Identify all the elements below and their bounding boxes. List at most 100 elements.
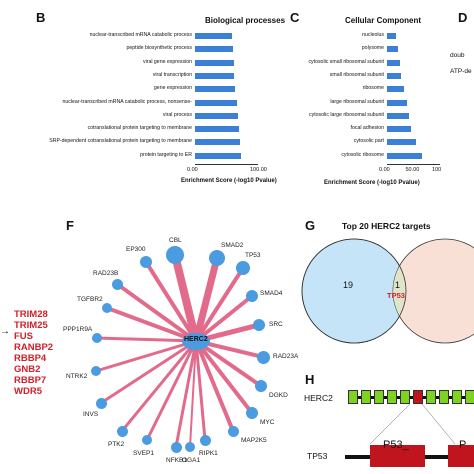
gene-node <box>166 246 184 264</box>
gene-label: MYC <box>260 419 275 426</box>
x-tick-label: 100.00 <box>250 167 267 173</box>
network-edge <box>194 339 254 415</box>
panel-d-text-1: doub <box>450 52 465 59</box>
red-gene-label: RBBP7 <box>14 375 47 386</box>
gene-label: SMAD2 <box>221 242 244 249</box>
gene-node <box>116 425 128 437</box>
herc2-track-label: HERC2 <box>304 393 333 403</box>
bar <box>387 33 396 39</box>
gene-label: NFKB1 <box>166 457 187 464</box>
bar <box>387 126 412 133</box>
arrow-icon: → <box>0 326 10 337</box>
category-label: viral gene expression <box>142 58 192 65</box>
bar <box>195 152 241 159</box>
venn-diagram <box>301 238 474 344</box>
venn-left-count: 19 <box>343 280 354 290</box>
venn-circle-right <box>392 238 474 344</box>
gene-node <box>91 366 101 376</box>
category-label: gene expression <box>153 85 192 92</box>
red-gene-list: TRIM28 TRIM25 FUS RANBP2 RBBP4 GNB2 RBBP7 WDR5 <box>14 309 53 397</box>
gene-label: TGFBR2 <box>77 296 103 303</box>
herc2-binding-domain <box>413 390 423 404</box>
network-edge <box>174 340 198 448</box>
gene-node <box>256 350 270 364</box>
gene-node <box>246 407 258 419</box>
herc2-network: CBL SMAD2 EP300 TP53 RAD23B SMAD4 TGFBR2 SRC PPP… <box>63 237 298 464</box>
bar <box>195 99 237 106</box>
gene-label: RIPK1 <box>199 450 218 457</box>
gene-label: OGA1 <box>182 457 201 464</box>
panel-b-letter: B <box>36 10 46 25</box>
gene-node <box>255 380 267 392</box>
network-edge <box>145 340 198 441</box>
network-edge <box>194 339 263 388</box>
red-gene-label: TRIM25 <box>14 320 48 331</box>
gene-node <box>111 278 123 290</box>
herc2-repeat-domain <box>452 390 462 404</box>
panel-b-title: Biological processes <box>205 16 286 25</box>
herc2-repeat-domain <box>400 390 410 404</box>
bar <box>195 112 238 119</box>
panel-g-letter: G <box>305 218 316 233</box>
gene-node <box>170 441 182 453</box>
panel-h-letter: H <box>305 372 315 387</box>
category-label: nucleolus <box>362 32 384 38</box>
category-label: cytosolic part <box>353 138 384 145</box>
venn-overlap-count: 1 <box>395 280 401 290</box>
gene-label: PTK2 <box>108 441 125 448</box>
red-gene-label: FUS <box>14 331 33 342</box>
panel-b-xlabel: Enrichment Score (-log10 Pvalue) <box>181 178 277 184</box>
domain-zoom-lines <box>369 404 456 445</box>
network-edge <box>106 306 197 343</box>
network-edge <box>96 336 197 343</box>
gene-label: SMAD4 <box>260 290 283 297</box>
herc2-center-node <box>182 333 210 350</box>
network-edge <box>192 257 221 342</box>
herc2-repeat-domain <box>387 390 397 404</box>
bar <box>387 86 405 93</box>
tp53-track-label: TP53 <box>307 451 328 461</box>
gene-label: MAP2K5 <box>241 437 267 444</box>
network-edge <box>189 340 197 448</box>
gene-label: NTRK2 <box>66 373 88 380</box>
bar <box>195 46 233 53</box>
bar <box>387 112 409 119</box>
gene-node <box>95 397 107 409</box>
bar <box>387 152 422 159</box>
category-label: cytosolic large ribosomal subunit <box>309 111 384 118</box>
x-tick-label: 100 <box>432 167 442 173</box>
category-label: cytosolic small ribosomal subunit <box>308 58 384 65</box>
category-label: nuclear-transcribed mRNA catabolic proce… <box>89 32 192 38</box>
venn-overlap <box>393 266 406 316</box>
category-label: small ribosomal subunit <box>329 71 384 78</box>
gene-node <box>199 434 211 446</box>
category-label: SRP-dependent cotranslational protein ta… <box>49 138 192 145</box>
category-label: ribosome <box>362 85 384 92</box>
tp53-domain-1 <box>370 445 425 467</box>
red-gene-label: RANBP2 <box>14 342 54 353</box>
herc2-domain-track <box>348 388 474 406</box>
herc2-backbone <box>348 396 474 399</box>
gene-node <box>185 442 195 452</box>
panel-d-letter: D <box>458 10 468 25</box>
gene-node <box>209 250 225 266</box>
network-edge <box>95 339 197 373</box>
panel-g-title: Top 20 HERC2 targets <box>342 221 431 231</box>
gene-node <box>236 261 250 275</box>
panel-c-letter: C <box>290 10 300 25</box>
venn-overlap-gene: TP53 <box>387 291 405 300</box>
herc2-repeat-domain <box>348 390 358 404</box>
bar <box>387 59 400 66</box>
panel-f-letter: F <box>66 218 74 233</box>
bar <box>387 139 416 146</box>
gene-node <box>227 425 239 437</box>
biological-processes-chart: nuclear-transcribed mRNA catabolic proce… <box>0 0 270 190</box>
bar <box>195 126 240 133</box>
gene-label: RAD23A <box>273 353 299 360</box>
category-label: protein targeting to ER <box>140 151 192 158</box>
gene-label: DGKD <box>269 392 288 399</box>
bar <box>387 99 408 106</box>
x-axis-line <box>387 164 440 165</box>
bar <box>387 46 398 53</box>
category-label: viral transcription <box>152 71 192 78</box>
